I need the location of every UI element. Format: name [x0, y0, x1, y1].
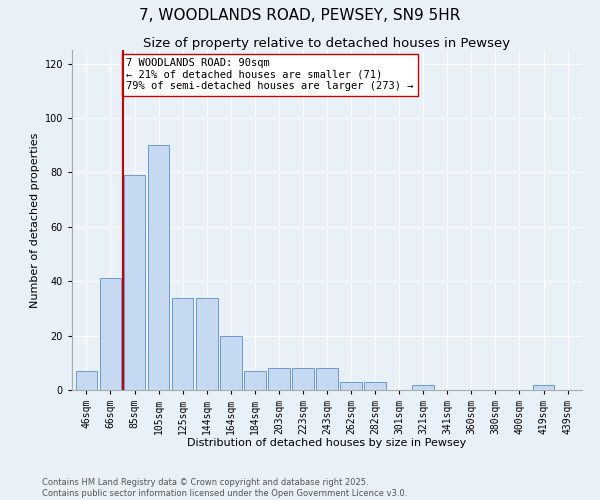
- Bar: [148, 145, 169, 390]
- Bar: [533, 384, 554, 390]
- Bar: [76, 371, 97, 390]
- Bar: [124, 175, 145, 390]
- Bar: [172, 298, 193, 390]
- Text: Contains HM Land Registry data © Crown copyright and database right 2025.
Contai: Contains HM Land Registry data © Crown c…: [42, 478, 407, 498]
- Bar: [412, 384, 434, 390]
- Bar: [340, 382, 362, 390]
- X-axis label: Distribution of detached houses by size in Pewsey: Distribution of detached houses by size …: [187, 438, 467, 448]
- Bar: [100, 278, 121, 390]
- Y-axis label: Number of detached properties: Number of detached properties: [31, 132, 40, 308]
- Bar: [364, 382, 386, 390]
- Bar: [316, 368, 338, 390]
- Text: 7 WOODLANDS ROAD: 90sqm
← 21% of detached houses are smaller (71)
79% of semi-de: 7 WOODLANDS ROAD: 90sqm ← 21% of detache…: [126, 58, 413, 92]
- Bar: [244, 371, 266, 390]
- Title: Size of property relative to detached houses in Pewsey: Size of property relative to detached ho…: [143, 37, 511, 50]
- Bar: [268, 368, 290, 390]
- Bar: [196, 298, 218, 390]
- Text: 7, WOODLANDS ROAD, PEWSEY, SN9 5HR: 7, WOODLANDS ROAD, PEWSEY, SN9 5HR: [139, 8, 461, 22]
- Bar: [220, 336, 242, 390]
- Bar: [292, 368, 314, 390]
